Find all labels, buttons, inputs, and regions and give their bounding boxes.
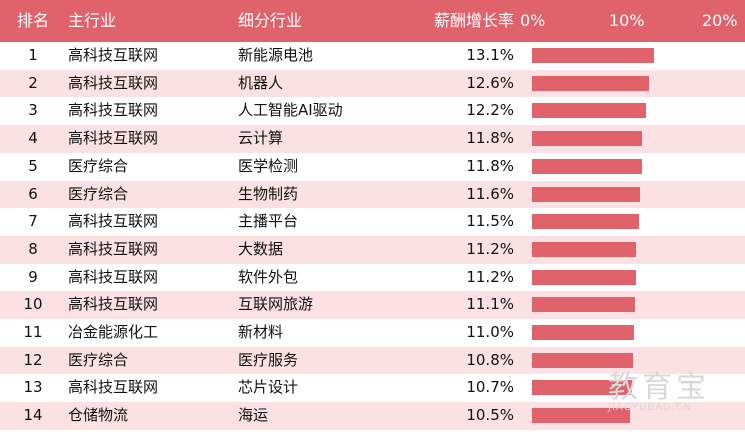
row-rank: 11 (23, 323, 43, 341)
row-sub-industry: 人工智能AI驱动 (238, 101, 343, 120)
header-rank: 排名 (16, 11, 49, 30)
growth-bar (532, 352, 633, 368)
row-sub-industry: 医学检测 (238, 156, 299, 175)
row-sub-industry: 主播平台 (238, 212, 299, 231)
table-row: 5 医疗综合 医学检测 11.8% (0, 152, 745, 181)
row-growth-value: 10.7% (466, 378, 514, 397)
row-rank: 12 (23, 350, 43, 369)
row-growth-value: 10.5% (466, 406, 514, 425)
row-main-industry: 高科技互联网 (68, 129, 159, 148)
watermark-text: 教育宝 (608, 370, 710, 405)
table-row: 12 医疗综合 医疗服务 10.8% (0, 346, 745, 375)
row-growth-value: 11.8% (466, 129, 514, 148)
table-row: 6 医疗综合 生物制药 11.6% (0, 180, 745, 209)
growth-bar (532, 241, 637, 257)
row-sub-industry: 芯片设计 (238, 378, 299, 397)
row-sub-industry: 新材料 (238, 323, 284, 341)
row-main-industry: 高科技互联网 (68, 378, 159, 397)
table-row: 9 高科技互联网 软件外包 11.2% (0, 263, 745, 292)
table-row: 7 高科技互联网 主播平台 11.5% (0, 208, 745, 236)
header-main-industry: 主行业 (68, 11, 117, 30)
row-rank: 10 (23, 295, 43, 314)
row-sub-industry: 机器人 (238, 73, 284, 92)
table-row: 13 高科技互联网 芯片设计 10.7% (0, 374, 745, 403)
table-row: 3 高科技互联网 人工智能AI驱动 12.2% (0, 97, 745, 126)
row-rank: 7 (28, 212, 38, 231)
row-growth-value: 11.8% (466, 156, 514, 175)
row-sub-industry: 云计算 (238, 129, 284, 148)
row-sub-industry: 生物制药 (238, 184, 299, 203)
growth-bar (532, 75, 650, 91)
row-rank: 4 (28, 129, 38, 148)
axis-tick-20: 20% (702, 11, 738, 30)
growth-bar (532, 325, 635, 340)
header-sub-industry: 细分行业 (238, 11, 303, 30)
row-sub-industry: 新能源电池 (238, 46, 314, 64)
growth-bar (532, 48, 654, 63)
row-main-industry: 高科技互联网 (68, 46, 159, 64)
table-row: 10 高科技互联网 互联网旅游 11.1% (0, 291, 745, 319)
row-main-industry: 冶金能源化工 (68, 323, 159, 341)
table-row: 11 冶金能源化工 新材料 11.0% (0, 319, 745, 347)
growth-bar (532, 408, 630, 424)
growth-bar (532, 103, 646, 119)
growth-bar (532, 269, 637, 285)
row-growth-value: 11.2% (466, 267, 514, 286)
watermark: 教育宝 JIAOYUBAO.CN (608, 362, 710, 413)
growth-bar (532, 158, 642, 174)
row-main-industry: 高科技互联网 (68, 295, 159, 314)
row-main-industry: 仓储物流 (68, 406, 129, 425)
row-sub-industry: 医疗服务 (238, 350, 299, 369)
table-row: 4 高科技互联网 云计算 11.8% (0, 125, 745, 153)
row-growth-value: 11.1% (466, 295, 514, 314)
row-main-industry: 高科技互联网 (68, 239, 159, 258)
row-rank: 8 (28, 239, 38, 258)
row-rank: 6 (28, 184, 38, 203)
table-row: 8 高科技互联网 大数据 11.2% (0, 235, 745, 264)
row-main-industry: 高科技互联网 (68, 101, 159, 120)
row-growth-value: 11.5% (466, 212, 514, 231)
row-growth-value: 12.6% (466, 73, 514, 92)
row-main-industry: 医疗综合 (68, 350, 129, 369)
axis-tick-10: 10% (609, 11, 645, 30)
row-growth-value: 13.1% (466, 46, 514, 64)
row-sub-industry: 大数据 (238, 239, 284, 258)
row-main-industry: 高科技互联网 (68, 212, 159, 231)
row-growth-value: 11.6% (466, 184, 514, 203)
header-growth: 薪酬增长率 (433, 11, 514, 30)
row-growth-value: 12.2% (466, 101, 514, 120)
row-rank: 5 (28, 156, 38, 175)
row-growth-value: 10.8% (466, 350, 514, 369)
row-growth-value: 11.2% (466, 239, 514, 258)
row-rank: 13 (23, 378, 43, 397)
row-rank: 9 (28, 267, 38, 286)
row-main-industry: 医疗综合 (68, 184, 129, 203)
row-main-industry: 高科技互联网 (68, 73, 159, 92)
growth-bar (532, 131, 642, 147)
growth-bar (532, 214, 640, 230)
row-rank: 2 (28, 73, 38, 92)
row-rank: 14 (23, 406, 43, 425)
table-row: 2 高科技互联网 机器人 12.6% (0, 69, 745, 98)
row-main-industry: 高科技互联网 (68, 267, 159, 286)
growth-bar (532, 380, 632, 396)
growth-bar (532, 297, 636, 313)
table-header: 排名 主行业 细分行业 薪酬增长率 0% 10% 20% (0, 0, 745, 42)
row-sub-industry: 软件外包 (238, 267, 299, 286)
row-rank: 1 (28, 46, 38, 64)
row-main-industry: 医疗综合 (68, 156, 129, 175)
row-sub-industry: 互联网旅游 (238, 295, 314, 314)
growth-bar (532, 186, 641, 202)
axis-tick-0: 0% (520, 11, 546, 30)
table-row: 1 高科技互联网 新能源电池 13.1% (0, 42, 745, 70)
watermark-subtext: JIAOYUBAO.CN (608, 402, 692, 413)
table-row: 14 仓储物流 海运 10.5% (0, 402, 745, 430)
row-rank: 3 (28, 101, 38, 120)
row-sub-industry: 海运 (238, 406, 269, 425)
row-growth-value: 11.0% (466, 323, 514, 341)
